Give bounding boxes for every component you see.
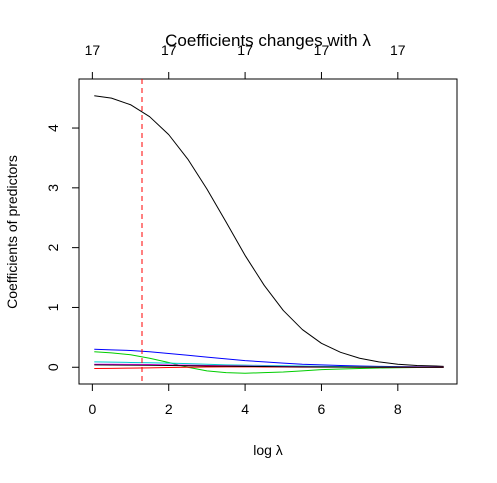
coefficient-path-3 — [94, 351, 444, 374]
chart-title: Coefficients changes with λ — [165, 31, 371, 50]
coefficient-path-7 — [94, 364, 444, 368]
x-tick-label: 2 — [165, 401, 173, 417]
top-axis: 17 17 17 17 17 — [85, 42, 406, 80]
y-tick-label: 1 — [45, 303, 61, 311]
y-tick-label: 4 — [45, 124, 61, 132]
y-axis-label: Coefficients of predictors — [4, 155, 20, 309]
x-tick-label: 8 — [394, 401, 402, 417]
y-tick-label: 2 — [45, 244, 61, 252]
top-tick-label: 17 — [85, 42, 101, 58]
x-tick-label: 4 — [241, 401, 249, 417]
coefficient-path-1 — [94, 95, 444, 367]
plot-frame — [78, 78, 458, 385]
x-tick-label: 6 — [318, 401, 326, 417]
x-axis-label: log λ — [253, 442, 283, 458]
top-tick-label: 17 — [237, 42, 253, 58]
series-layer — [94, 95, 444, 374]
top-tick-label: 17 — [161, 42, 177, 58]
x-axis: 0 2 4 6 8 — [88, 383, 402, 417]
y-axis: 0 1 2 3 4 — [45, 124, 80, 371]
y-tick-label: 0 — [45, 363, 61, 371]
top-tick-label: 17 — [390, 42, 406, 58]
top-tick-label: 17 — [314, 42, 330, 58]
x-tick-label: 0 — [88, 401, 96, 417]
y-tick-label: 3 — [45, 184, 61, 192]
